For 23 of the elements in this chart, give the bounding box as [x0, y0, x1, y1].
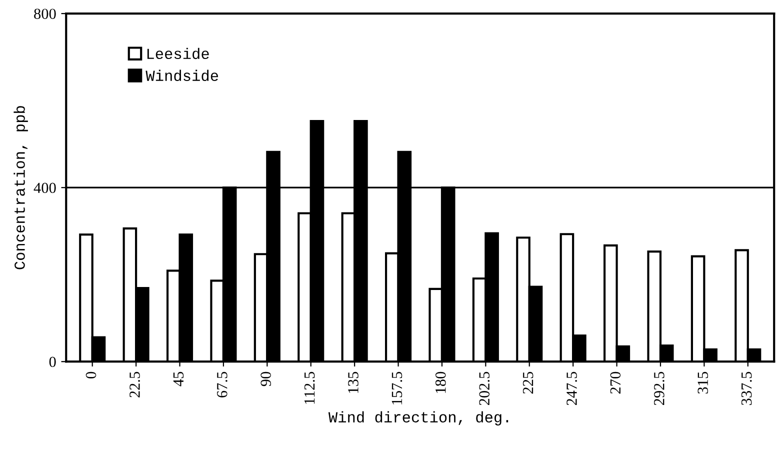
- x-tick-label: 202.5: [479, 372, 490, 406]
- x-tick-label: 22.5: [130, 372, 140, 398]
- y-tick-label: 800: [34, 8, 56, 20]
- legend-label: Windside: [146, 70, 218, 82]
- x-tick-label: 157.5: [392, 372, 402, 404]
- x-tick-label: 247.5: [566, 372, 577, 406]
- x-tick-label: 270: [610, 372, 621, 394]
- x-tick-label: 90: [260, 372, 271, 386]
- x-axis-title: Wind direction, deg.: [328, 411, 508, 426]
- x-tick-label: 135: [348, 372, 358, 393]
- y-tick-label: 0: [49, 356, 56, 368]
- x-tick-label: 315: [698, 372, 708, 394]
- y-tick-label: 400: [34, 182, 56, 194]
- x-tick-label: 45: [173, 372, 184, 386]
- x-tick-label: 180: [435, 372, 446, 393]
- legend-label: Leeside: [147, 48, 209, 60]
- x-tick-label: 0: [86, 372, 96, 378]
- x-tick-label: 292.5: [654, 372, 664, 406]
- x-tick-label: 67.5: [217, 372, 228, 398]
- x-tick-label: 337.5: [741, 372, 752, 405]
- x-tick-label: 112.5: [304, 372, 315, 404]
- y-axis-title: Concentration, ppb: [14, 106, 28, 270]
- x-tick-label: 225: [522, 372, 534, 394]
